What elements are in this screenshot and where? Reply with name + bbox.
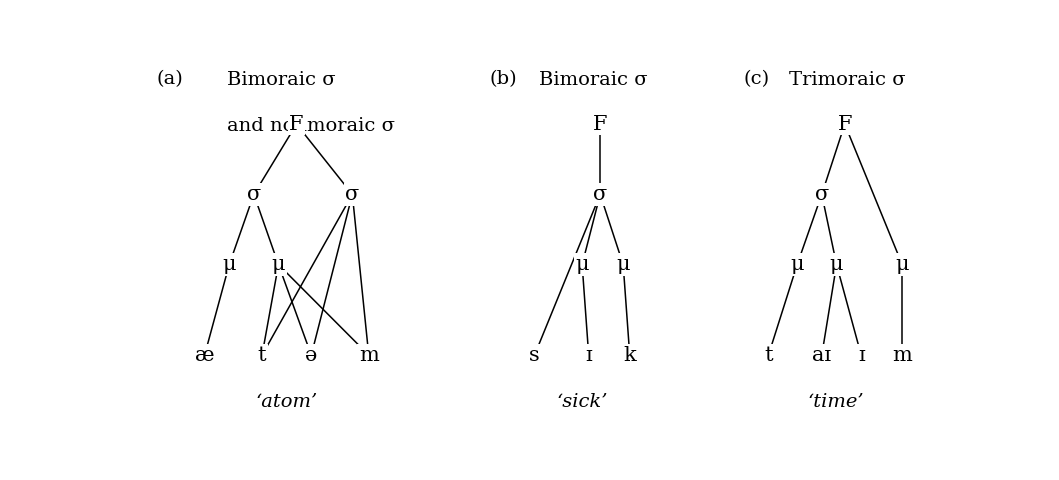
Text: and nonmoraic σ: and nonmoraic σ: [227, 117, 395, 135]
Text: Bimoraic σ: Bimoraic σ: [539, 71, 647, 88]
Text: ɪ: ɪ: [586, 346, 592, 365]
Text: ‘sick’: ‘sick’: [556, 393, 608, 410]
Text: m: m: [359, 346, 379, 365]
Text: m: m: [893, 346, 912, 365]
Text: Trimoraic σ: Trimoraic σ: [789, 71, 905, 88]
Text: μ: μ: [616, 255, 630, 274]
Text: t: t: [257, 346, 267, 365]
Text: t: t: [765, 346, 773, 365]
Text: μ: μ: [222, 255, 236, 274]
Text: ə: ə: [305, 346, 318, 365]
Text: μ: μ: [272, 255, 285, 274]
Text: F: F: [838, 115, 852, 133]
Text: aɪ: aɪ: [812, 346, 831, 365]
Text: F: F: [593, 115, 608, 133]
Text: σ: σ: [814, 185, 829, 204]
Text: ɪ: ɪ: [858, 346, 864, 365]
Text: (c): (c): [743, 71, 770, 88]
Text: μ: μ: [896, 255, 909, 274]
Text: ‘atom’: ‘atom’: [255, 393, 318, 410]
Text: σ: σ: [247, 185, 261, 204]
Text: μ: μ: [575, 255, 589, 274]
Text: Bimoraic σ: Bimoraic σ: [227, 71, 336, 88]
Text: (b): (b): [489, 71, 517, 88]
Text: σ: σ: [345, 185, 359, 204]
Text: s: s: [530, 346, 540, 365]
Text: æ: æ: [195, 346, 214, 365]
Text: ‘time’: ‘time’: [807, 393, 864, 410]
Text: μ: μ: [830, 255, 843, 274]
Text: μ: μ: [790, 255, 804, 274]
Text: F: F: [289, 115, 304, 133]
Text: (a): (a): [157, 71, 184, 88]
Text: σ: σ: [593, 185, 607, 204]
Text: k: k: [624, 346, 636, 365]
